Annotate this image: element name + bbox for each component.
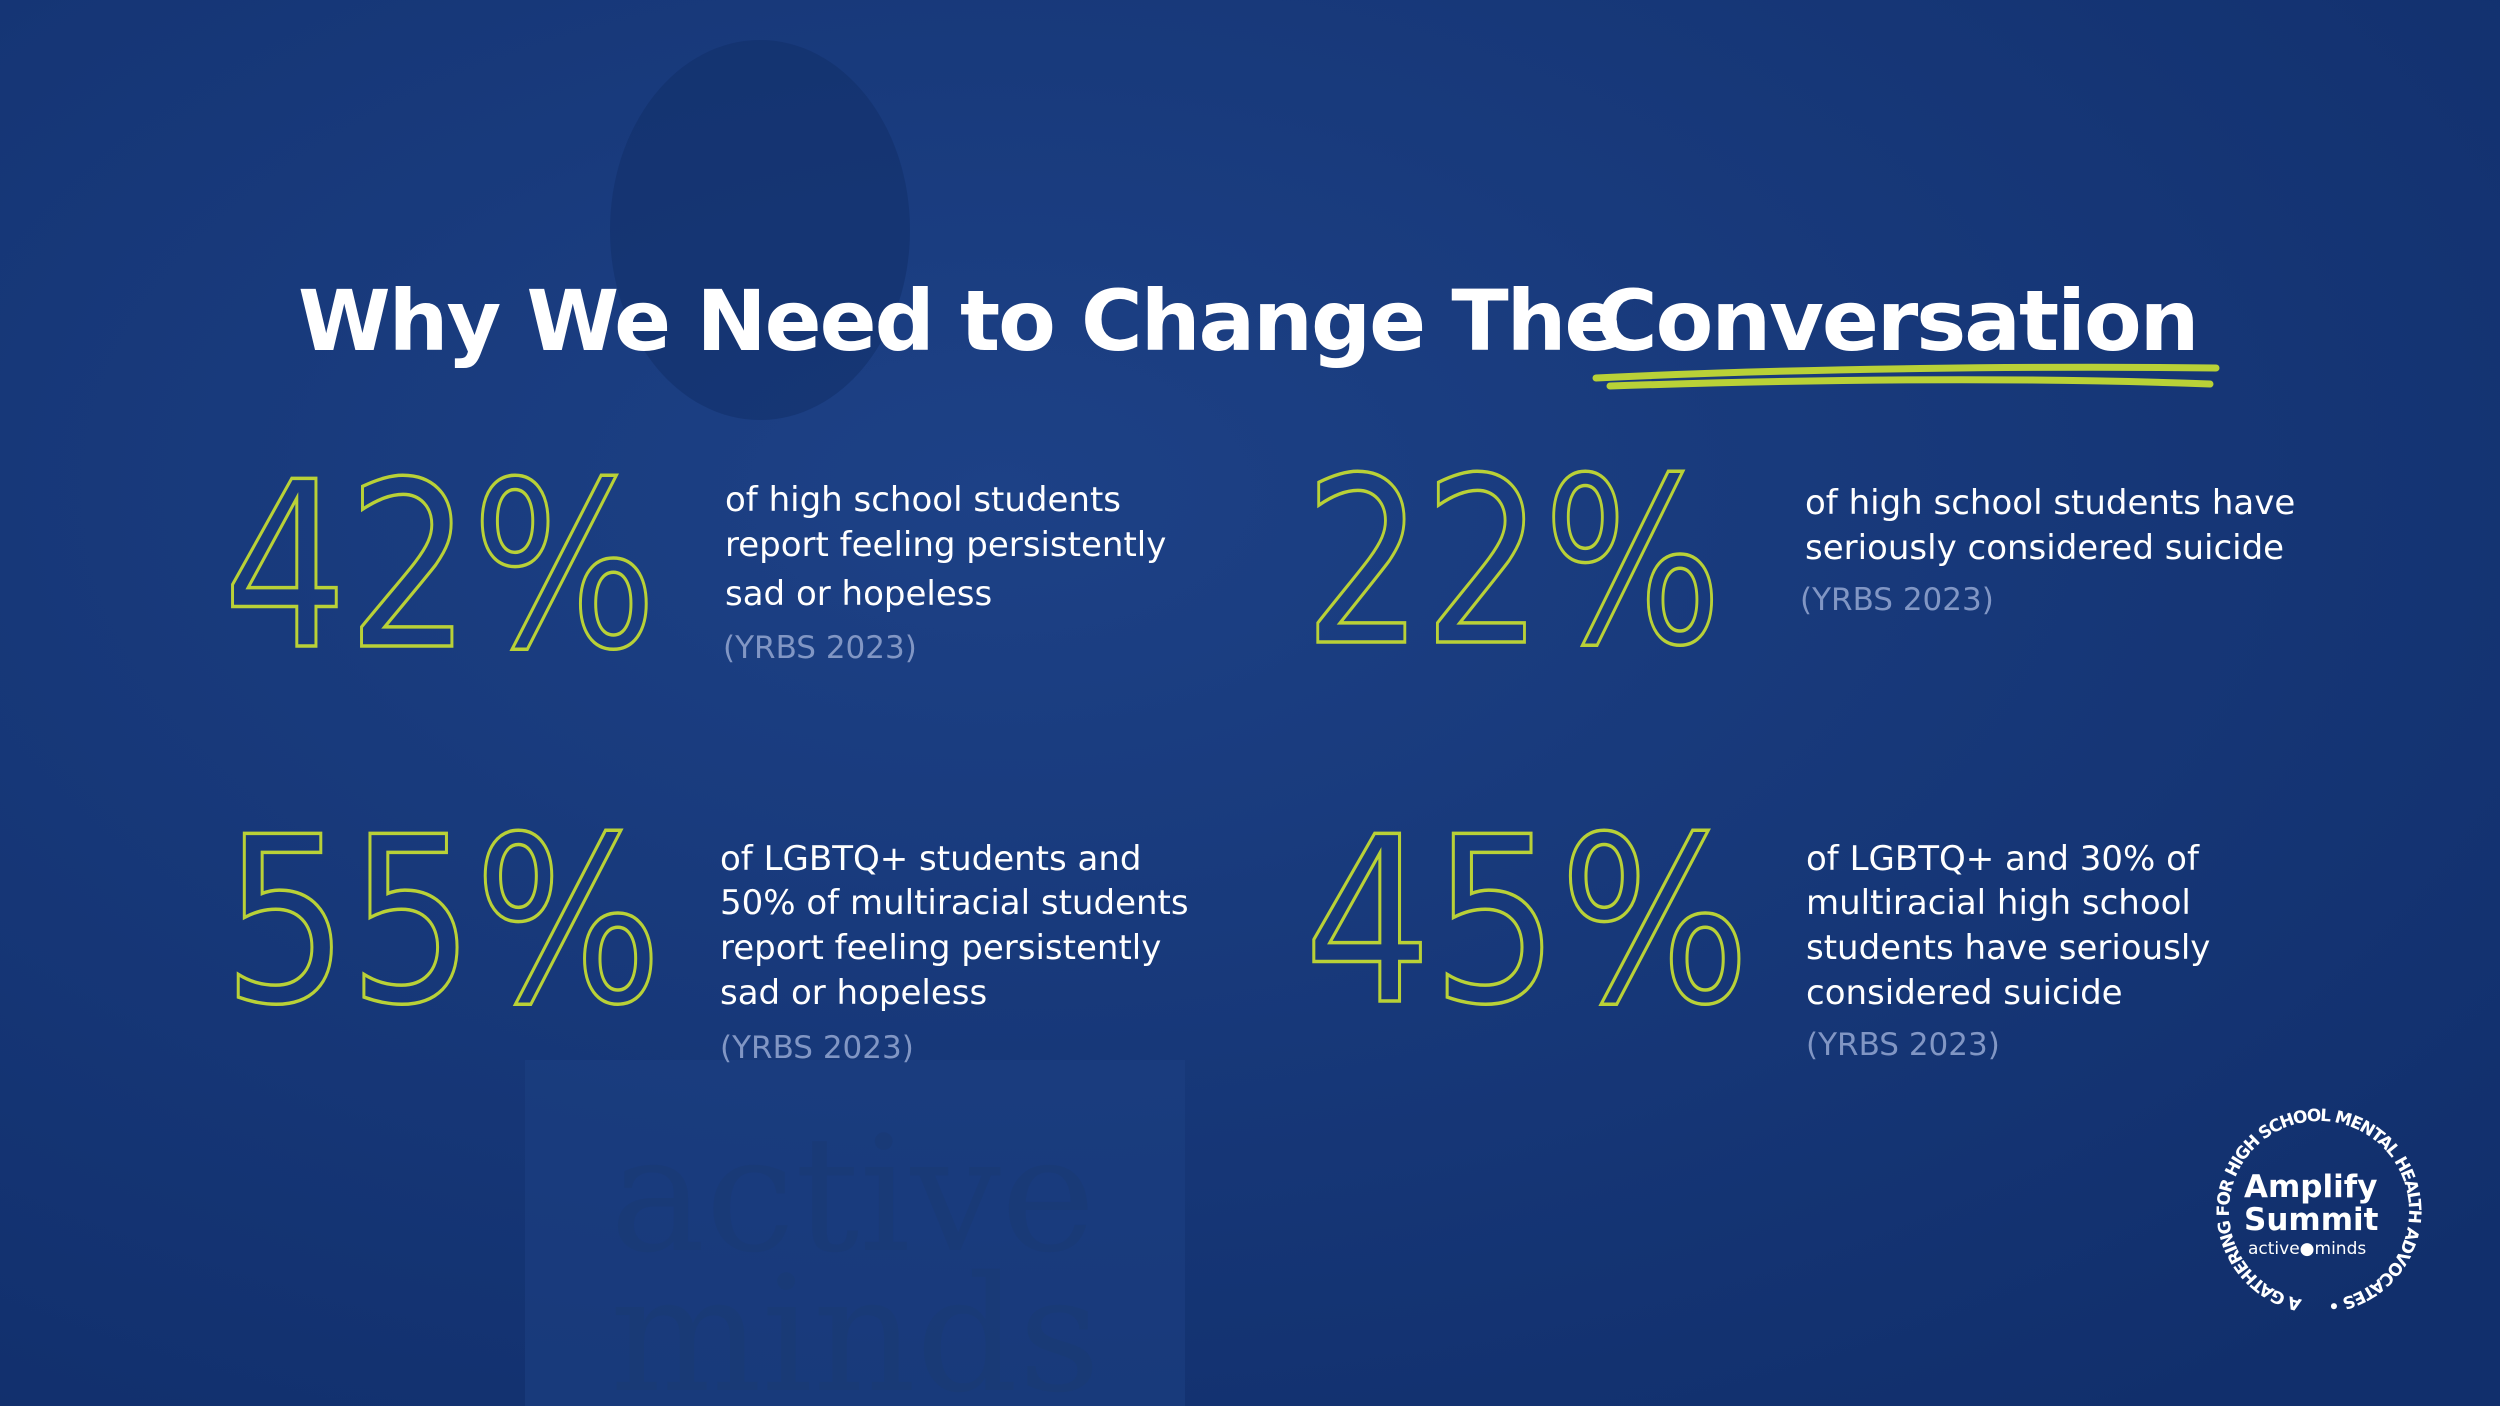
stat-source: (YRBS 2023)	[1806, 1027, 2000, 1063]
stat-value: 45%	[1304, 789, 1750, 1056]
stat-description: of LGBTQ+ and 30% of multiracial high sc…	[1806, 839, 2221, 1013]
podium	[525, 1060, 1185, 1406]
title-underline	[1592, 363, 2220, 390]
description-line: sad or hopeless	[720, 973, 987, 1013]
stat-description: of high school students have seriously c…	[1805, 483, 2306, 568]
stat-source: (YRBS 2023)	[720, 1030, 914, 1066]
stat-description: of LGBTQ+ students and 50% of multiracia…	[720, 839, 1199, 1013]
title-lead: Why We Need to Change The	[298, 272, 1619, 370]
description-line: sad or hopeless	[725, 574, 992, 614]
stat-source: (YRBS 2023)	[723, 630, 917, 666]
stat-description: of high school students report feeling p…	[725, 480, 1177, 614]
description-line: students have seriously	[1806, 928, 2210, 968]
podium-sign-text: minds	[610, 1241, 1100, 1406]
description-line: 50% of multiracial students	[720, 883, 1189, 923]
description-line: multiracial high school	[1806, 883, 2191, 923]
photo-shape	[610, 40, 910, 420]
stat-value: 42%	[223, 434, 657, 701]
stat-value: 55%	[223, 789, 662, 1056]
description-line: seriously considered suicide	[1805, 528, 2284, 568]
stat-source: (YRBS 2023)	[1800, 582, 1994, 618]
description-line: of high school students have	[1805, 483, 2295, 523]
logo-name: Summit	[2244, 1202, 2379, 1238]
podium-sign-text: active	[610, 1101, 1096, 1288]
description-line: report feeling persistently	[720, 928, 1161, 968]
logo-org: active●minds	[2248, 1239, 2366, 1259]
description-line: of LGBTQ+ and 30% of	[1806, 839, 2200, 879]
logo-name: Amplify	[2244, 1169, 2377, 1205]
description-line: considered suicide	[1806, 973, 2123, 1013]
description-line: of LGBTQ+ students and	[720, 839, 1141, 879]
title-emphasis: Conversation	[1596, 272, 2197, 370]
description-line: of high school students	[725, 480, 1121, 520]
stat-value: 22%	[1304, 430, 1722, 697]
description-line: report feeling persistently	[725, 525, 1166, 565]
